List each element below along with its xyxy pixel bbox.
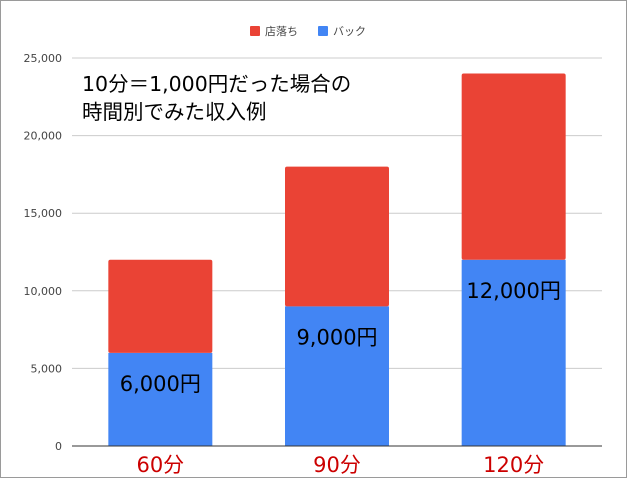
bar-segment-back (285, 306, 389, 446)
data-label: 9,000円 (296, 325, 377, 349)
bar-segment-store (108, 259, 213, 353)
x-category-label: 120分 (483, 453, 544, 477)
annotation-line-2: 時間別でみた収入例 (82, 100, 267, 124)
y-tick-label: 5,000 (31, 362, 63, 375)
y-tick-label: 25,000 (24, 52, 63, 65)
legend-label: バック (333, 25, 366, 38)
legend-swatch (250, 26, 260, 36)
y-tick-label: 20,000 (24, 130, 63, 143)
annotation-line-1: 10分＝1,000円だった場合の (82, 72, 352, 96)
data-label: 6,000円 (120, 372, 201, 396)
legend-label: 店落ち (265, 24, 298, 38)
legend-swatch (318, 26, 328, 36)
y-tick-label: 15,000 (24, 207, 63, 220)
bar-segment-store (461, 73, 566, 260)
y-tick-label: 10,000 (24, 285, 63, 298)
bar-segment-back (461, 259, 566, 446)
bar-segment-back (108, 352, 213, 446)
chart-annotation: 10分＝1,000円だった場合の 時間別でみた収入例 (82, 70, 351, 126)
data-label: 12,000円 (466, 279, 560, 303)
bar-segment-store (285, 166, 389, 307)
x-category-label: 60分 (136, 453, 184, 477)
y-tick-label: 0 (55, 440, 62, 453)
x-category-label: 90分 (313, 453, 361, 477)
